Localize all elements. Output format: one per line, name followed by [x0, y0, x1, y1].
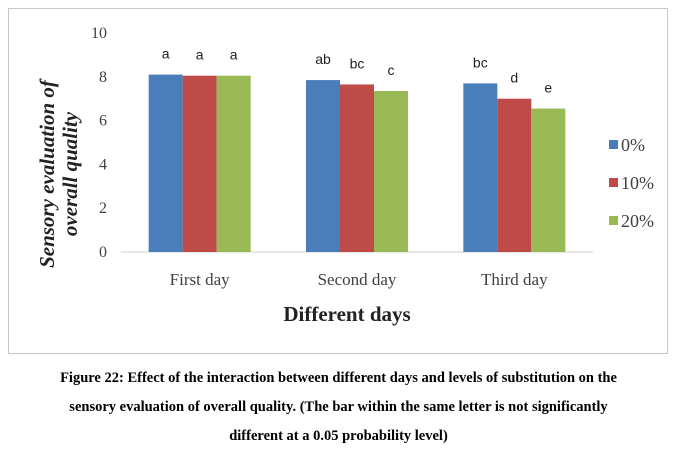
significance-label: d: [510, 70, 518, 86]
legend-swatch: [609, 178, 618, 187]
bar: [374, 91, 408, 252]
bar: [182, 75, 217, 252]
bar-chart: Sensory evaluation of overall quality 0 2…: [35, 25, 654, 326]
bar: [216, 75, 251, 252]
significance-label: a: [230, 47, 238, 63]
bars: [148, 74, 566, 253]
significance-label: bc: [473, 54, 488, 70]
y-tick-label: 10: [91, 25, 107, 42]
caption-line-1: Figure 22: Effect of the interaction bet…: [60, 370, 617, 386]
x-category-label: First day: [170, 270, 230, 289]
legend: 0% 10% 20%: [609, 135, 654, 231]
significance-label: a: [162, 46, 170, 62]
significance-label: ab: [315, 51, 331, 67]
figure-caption: Figure 22: Effect of the interaction bet…: [0, 364, 677, 451]
legend-swatch: [609, 216, 618, 225]
chart-frame: Sensory evaluation of overall quality 0 2…: [8, 8, 668, 354]
caption-line-3: different at a 0.05 probability level): [229, 428, 448, 444]
bar: [497, 98, 532, 252]
significance-label: a: [196, 47, 204, 63]
caption-line-2: sensory evaluation of overall quality. (…: [69, 399, 608, 415]
significance-label: bc: [350, 55, 365, 71]
legend-label: 0%: [621, 135, 645, 155]
y-tick-label: 4: [99, 156, 107, 173]
bar: [306, 80, 340, 253]
y-tick-label: 2: [99, 200, 107, 217]
y-axis-label-line-1: Sensory evaluation of: [35, 78, 59, 268]
legend-label: 20%: [621, 211, 654, 231]
significance-label: c: [388, 62, 395, 78]
legend-label: 10%: [621, 173, 654, 193]
y-axis-label-line-2: overall quality: [58, 111, 82, 236]
x-axis-label: Different days: [283, 302, 410, 326]
significance-labels: a a a ab bc c bc d e: [162, 46, 553, 96]
y-axis-label: Sensory evaluation of overall quality: [35, 78, 82, 268]
significance-label: e: [544, 80, 552, 96]
x-category-label: Third day: [481, 270, 548, 289]
y-tick-label: 0: [99, 244, 107, 261]
x-category-label: Second day: [318, 270, 397, 289]
legend-swatch: [609, 140, 618, 149]
y-tick-label: 6: [99, 113, 107, 130]
bar: [340, 84, 374, 252]
bar: [463, 83, 498, 253]
bar: [531, 108, 566, 253]
y-tick-label: 8: [99, 69, 107, 86]
y-axis-ticks: 0 2 4 6 8 10: [91, 25, 107, 261]
x-axis-categories: First day Second day Third day: [170, 270, 548, 289]
bar: [148, 74, 183, 252]
